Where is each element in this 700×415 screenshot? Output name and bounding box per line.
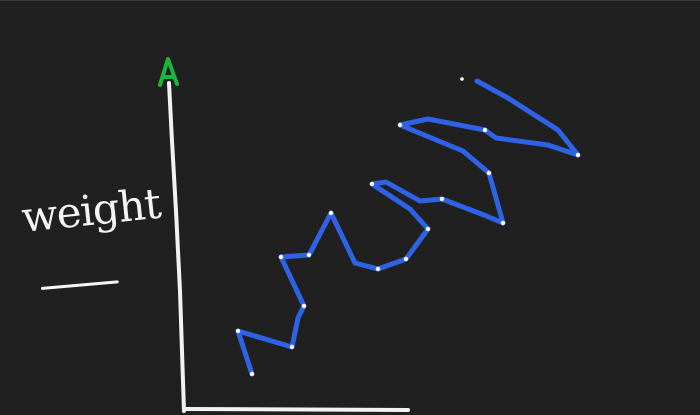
data-point [575, 152, 581, 158]
data-point [439, 196, 445, 202]
weight-curve [235, 78, 581, 377]
data-point [425, 226, 431, 232]
data-point [278, 254, 284, 260]
y-axis-line [167, 81, 186, 413]
weight-points [235, 77, 581, 377]
data-point [235, 328, 241, 334]
data-point [500, 220, 506, 226]
y-axis-arrow-head [158, 57, 179, 87]
data-point [486, 170, 492, 176]
data-point [369, 181, 375, 187]
data-point [289, 344, 295, 350]
data-point [328, 210, 334, 216]
weight-curve-group [235, 78, 581, 377]
data-point [249, 371, 255, 377]
data-point [460, 77, 464, 81]
data-point [301, 303, 307, 309]
data-point [403, 256, 409, 262]
data-point [397, 122, 403, 128]
data-point [482, 127, 488, 133]
data-point [306, 252, 312, 258]
data-point [375, 266, 381, 272]
axes [158, 57, 410, 413]
x-axis-line [184, 407, 410, 412]
